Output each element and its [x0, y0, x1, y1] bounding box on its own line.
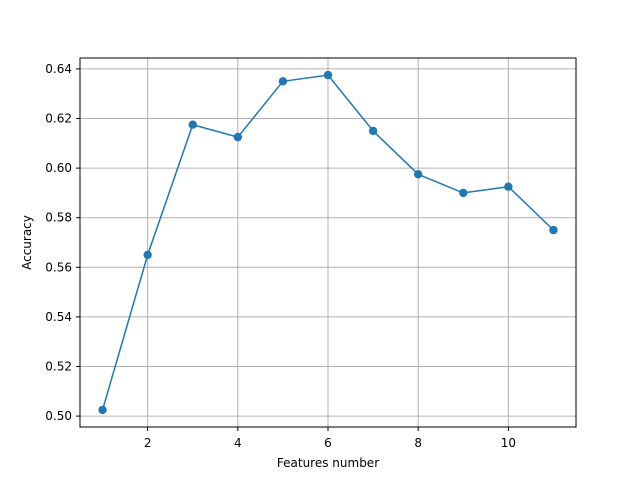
y-tick-label: 0.52 — [45, 359, 72, 373]
data-point — [504, 182, 513, 191]
y-tick-label: 0.64 — [45, 62, 72, 76]
y-tick-label: 0.60 — [45, 161, 72, 175]
data-point — [278, 77, 288, 86]
ticks: 2 4 6 8 10 0.50 0.52 0.54 0.56 0.58 0.60 0.62 0.64 — [45, 62, 516, 450]
x-tick-label: 6 — [324, 436, 332, 450]
y-axis-label: Accuracy — [20, 215, 34, 270]
data-point — [413, 170, 423, 179]
data-point — [459, 188, 468, 198]
data-point — [323, 70, 333, 80]
grid — [80, 58, 576, 427]
y-tick-label: 0.54 — [45, 310, 72, 324]
y-tick-label: 0.56 — [45, 260, 72, 274]
data-point — [188, 120, 197, 129]
data-point — [143, 250, 152, 260]
data-point — [368, 126, 378, 136]
data-point — [549, 225, 558, 235]
x-tick-label: 10 — [501, 436, 516, 450]
y-tick-label: 0.50 — [45, 409, 72, 423]
data-point — [98, 405, 107, 415]
x-tick-label: 8 — [414, 436, 422, 450]
data-point — [233, 132, 243, 142]
x-tick-label: 2 — [144, 436, 152, 450]
y-tick-label: 0.62 — [45, 112, 72, 126]
x-tick-label: 4 — [234, 436, 242, 450]
series-layer — [98, 70, 558, 415]
y-tick-label: 0.58 — [45, 211, 72, 225]
x-axis-label: Features number — [277, 456, 379, 470]
